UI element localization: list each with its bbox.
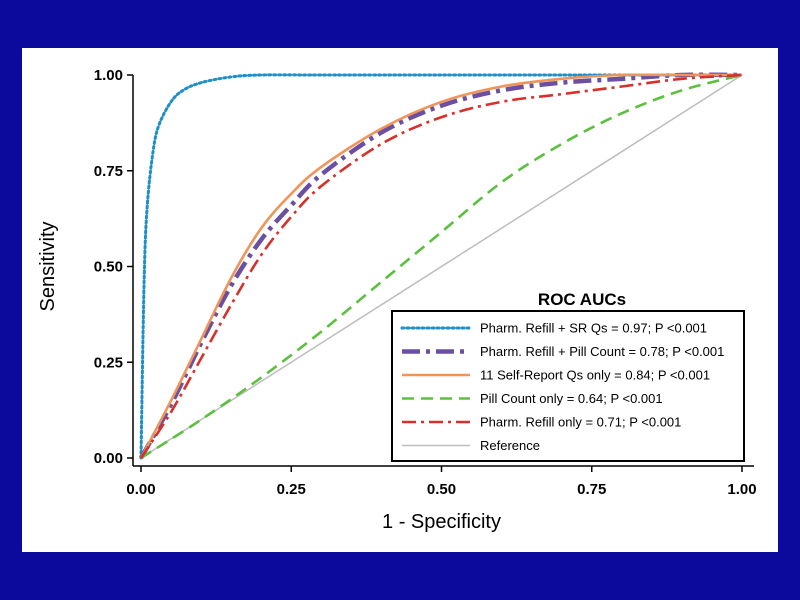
- legend-label-4: Pharm. Refill only = 0.71; P <0.001: [480, 415, 681, 430]
- legend-label-3: Pill Count only = 0.64; P <0.001: [480, 391, 663, 406]
- y-tick-label: 0.00: [94, 450, 123, 467]
- axes: [132, 75, 754, 467]
- ticks: 0.00 0.25 0.50 0.75 1.00 0.00 0.25 0.50 0.75 1.00: [94, 67, 757, 498]
- x-tick-label: 0.00: [126, 481, 155, 498]
- x-tick-label: 0.50: [427, 481, 456, 498]
- legend-label-5: Reference: [480, 438, 540, 453]
- y-tick-label: 0.75: [94, 163, 123, 180]
- legend: Pharm. Refill + SR Qs = 0.97; P <0.001 Ph…: [391, 310, 745, 462]
- x-tick-label: 0.25: [277, 481, 306, 498]
- y-axis-title: Sensitivity: [37, 221, 59, 311]
- series-line-4: [139, 73, 743, 459]
- series-line-2: [139, 73, 742, 459]
- roc-chart: 0.00 0.25 0.50 0.75 1.00 0.00 0.25 0.50 0.75 1.00…: [37, 67, 757, 533]
- series-line-1: [139, 72, 743, 460]
- legend-label-1: Pharm. Refill + Pill Count = 0.78; P <0.…: [480, 344, 724, 359]
- legend-box: [391, 310, 745, 462]
- legend-label-2: 11 Self-Report Qs only = 0.84; P <0.001: [480, 368, 710, 383]
- y-tick-label: 1.00: [94, 67, 123, 84]
- x-tick-label: 1.00: [727, 481, 756, 498]
- series-line-3: [140, 73, 743, 460]
- series-line-5: [140, 74, 743, 459]
- chart-panel: 0.00 0.25 0.50 0.75 1.00 0.00 0.25 0.50 0.75 1.00…: [22, 48, 778, 552]
- y-tick-label: 0.50: [94, 259, 123, 276]
- series-line-0: [139, 73, 744, 460]
- legend-label-0: Pharm. Refill + SR Qs = 0.97; P <0.001: [480, 321, 707, 336]
- x-tick-label: 0.75: [577, 481, 606, 498]
- series-layer: [139, 72, 744, 460]
- legend-title: ROC AUCs: [538, 290, 626, 309]
- y-tick-label: 0.25: [94, 354, 123, 371]
- x-axis-title: 1 - Specificity: [382, 511, 501, 533]
